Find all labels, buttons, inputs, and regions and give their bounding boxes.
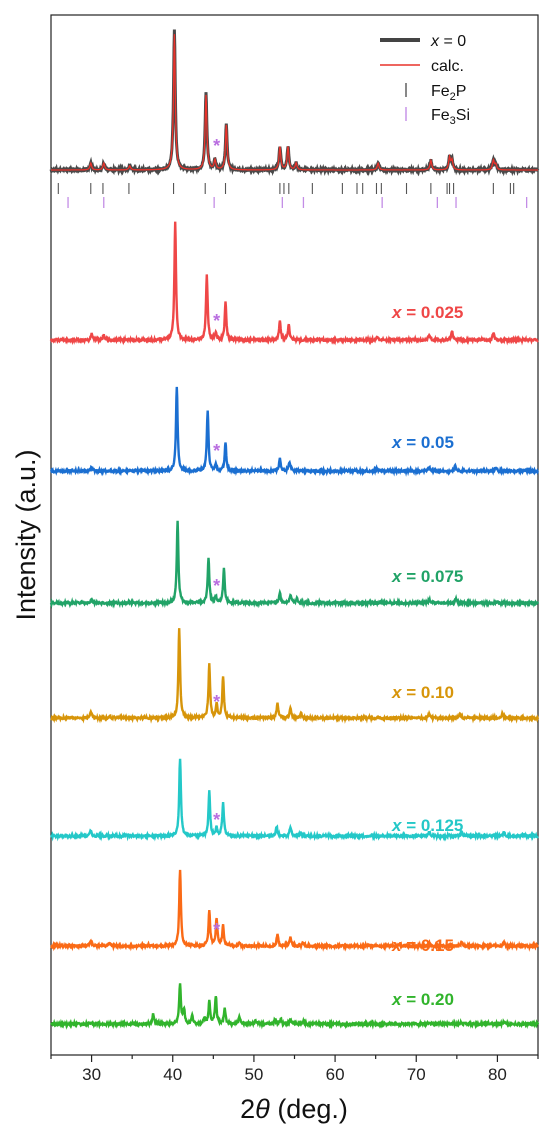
series-6: x = 0.15 * (50, 869, 539, 955)
legend-label-subscript: 3 (450, 115, 456, 127)
legend-label-text: calc. (431, 58, 464, 75)
legend-item: Fe3Si (405, 107, 470, 127)
series-0: * (49, 29, 540, 177)
series-label-var: x (391, 683, 403, 702)
series-label: x = 0.025 (391, 303, 463, 322)
impurity-star: * (213, 311, 220, 331)
x-axis-title-prefix: 2 (240, 1094, 255, 1124)
legend-label-text: Fe (431, 107, 450, 124)
series-label: x = 0.125 (391, 816, 463, 835)
series-5: x = 0.125 * (50, 758, 539, 842)
series-7: x = 0.20 (49, 983, 540, 1030)
series-label: x = 0.10 (391, 683, 454, 702)
series-4: x = 0.10 * (50, 628, 540, 724)
series-1: x = 0.025 * (49, 221, 539, 346)
series-label-var: x (391, 303, 403, 322)
series-2: x = 0.05 * (49, 386, 540, 477)
traces-layer: *x = 0.025*x = 0.05*x = 0.075*x = 0.10*x… (49, 29, 540, 1030)
impurity-star: * (213, 810, 220, 830)
legend-label-var: x (430, 33, 440, 50)
x-axis-title-theta: θ (255, 1094, 270, 1124)
legend-label-tail: Si (456, 107, 470, 124)
observed-trace (49, 29, 540, 177)
x-tick-label: 60 (326, 1065, 345, 1084)
x-tick-label: 80 (488, 1065, 507, 1084)
legend-item: x = 0 (380, 33, 466, 50)
trace-line (50, 628, 540, 724)
series-label-value: = 0.15 (401, 936, 453, 955)
series-label: x = 0.15 (391, 936, 454, 955)
reflection-ticks-layer (57, 183, 528, 208)
legend-label-text: = 0 (439, 33, 466, 50)
series-label-var: x (391, 433, 403, 452)
legend-label-tail: P (456, 83, 467, 100)
trace-line (50, 758, 539, 842)
impurity-star: * (213, 692, 220, 712)
legend-label-text: Fe (431, 83, 450, 100)
series-label: x = 0.20 (391, 990, 454, 1009)
series-label-value: = 0.20 (401, 990, 453, 1009)
x-tick-label: 40 (163, 1065, 182, 1084)
impurity-star: * (213, 576, 220, 596)
x-tick-label: 30 (82, 1065, 101, 1084)
trace-line (49, 221, 539, 346)
series-3: x = 0.075 * (49, 520, 540, 609)
legend-item: Fe2P (405, 83, 466, 103)
series-label-value: = 0.10 (401, 683, 453, 702)
x-axis-ticks: 30 40 50 60 70 80 (50, 1055, 539, 1084)
legend-label: calc. (431, 58, 464, 75)
trace-line (49, 983, 540, 1030)
series-label-var: x (391, 990, 403, 1009)
impurity-star: * (213, 920, 220, 940)
series-label-value: = 0.025 (401, 303, 463, 322)
impurity-star: * (213, 441, 220, 461)
series-label-value: = 0.075 (401, 567, 463, 586)
legend-label: Fe2P (431, 83, 466, 103)
trace-line (49, 520, 540, 609)
series-label-var: x (391, 816, 403, 835)
x-tick-label: 50 (244, 1065, 263, 1084)
legend-label-subscript: 2 (450, 91, 456, 103)
trace-line (50, 869, 539, 952)
legend-item: calc. (380, 58, 464, 75)
series-label-var: x (391, 567, 403, 586)
series-label-var: x (391, 936, 403, 955)
legend-label: Fe3Si (431, 107, 470, 127)
series-label: x = 0.05 (391, 433, 454, 452)
x-axis-title-suffix: (deg.) (270, 1094, 348, 1124)
series-label-value: = 0.05 (401, 433, 453, 452)
impurity-star: * (213, 136, 220, 156)
legend-label: x = 0 (430, 33, 466, 50)
x-axis-title: 2θ (deg.) (240, 1094, 348, 1124)
series-label-value: = 0.125 (401, 816, 463, 835)
calc-trace (51, 34, 538, 171)
series-label: x = 0.075 (391, 567, 463, 586)
trace-line (49, 386, 540, 477)
y-axis-title: Intensity (a.u.) (11, 449, 41, 620)
x-tick-label: 70 (407, 1065, 426, 1084)
